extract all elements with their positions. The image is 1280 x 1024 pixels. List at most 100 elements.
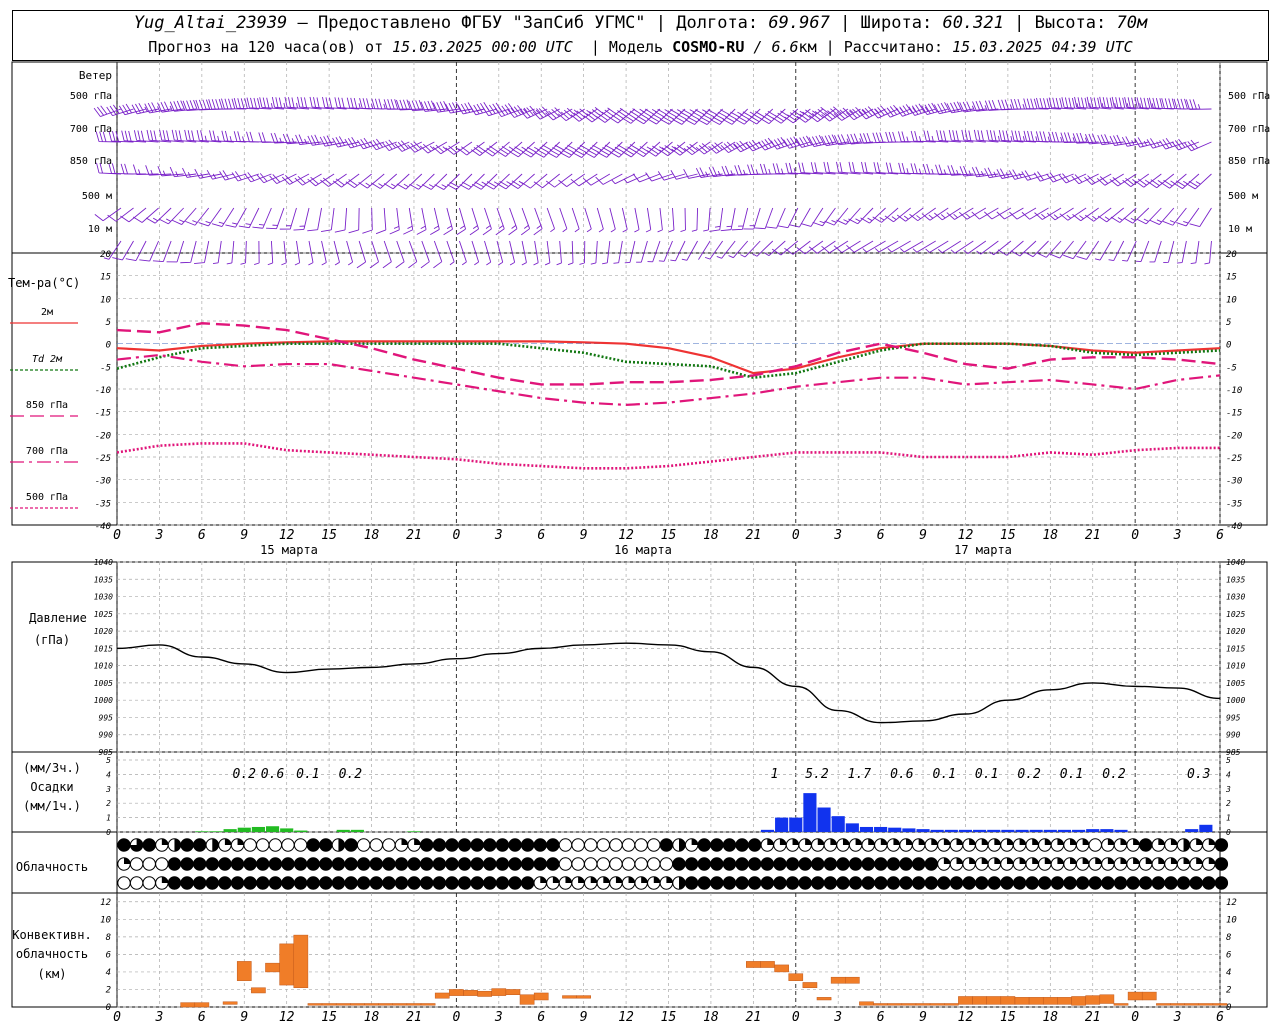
- wind-barb: [419, 141, 448, 154]
- wind-barb: [671, 141, 698, 156]
- conv-cloud-bar: [1099, 994, 1115, 1004]
- alt-label: Высота:: [1034, 13, 1107, 33]
- wind-barb: [1061, 97, 1087, 110]
- wind-barb: [1189, 207, 1212, 228]
- conv-cloud-bar: [1212, 1003, 1228, 1006]
- pressure-tick-label: 1015: [94, 644, 113, 653]
- wind-barb: [1010, 98, 1036, 110]
- wind-barb: [469, 207, 479, 236]
- cloud-overcast-icon: [192, 876, 207, 890]
- cloud-overcast-icon: [420, 876, 434, 890]
- cloud-overcast-icon: [1113, 876, 1128, 890]
- cloud-overcast-icon: [495, 857, 510, 871]
- wind-barb: [169, 100, 197, 112]
- panel-frame: [11, 892, 1268, 1008]
- conv-cloud-bar: [491, 988, 507, 996]
- wind-barb: [921, 102, 949, 115]
- time-tick-label: 3: [494, 1010, 503, 1024]
- wind-barb: [132, 164, 159, 175]
- conv-cloud-bar: [788, 973, 804, 981]
- legend-t700-label: 700 гПа: [26, 446, 68, 457]
- wind-barb: [910, 163, 936, 175]
- wind-barb: [1122, 240, 1137, 262]
- wind-barb: [258, 132, 284, 143]
- precip-bar: [916, 829, 930, 832]
- wind-barb: [1084, 173, 1112, 185]
- pressure-tick-label: 1020: [94, 627, 113, 636]
- wind-barb: [754, 207, 774, 230]
- wind-barb: [1033, 171, 1062, 182]
- wind-barb: [698, 240, 711, 260]
- wind-barb: [133, 130, 159, 143]
- wind-barb: [1146, 138, 1174, 149]
- wind-level-label: 10 м: [88, 224, 112, 235]
- wind-barb: [1094, 240, 1112, 261]
- wind-barb: [1034, 207, 1062, 220]
- cloud-partial-fill: [1196, 857, 1203, 864]
- cloud-overcast-icon: [432, 876, 447, 890]
- pressure-tick-label: 1000: [1226, 696, 1245, 705]
- cloud-overcast-icon: [230, 857, 245, 871]
- cloud-partial-fill: [956, 838, 963, 845]
- cloud-overcast-icon: [508, 876, 522, 890]
- time-tick-label: 18: [364, 528, 380, 543]
- cloud-partial-fill: [540, 876, 547, 883]
- cloud-overcast-icon: [180, 876, 194, 890]
- pressure-tick-label: 1025: [1226, 610, 1245, 619]
- wind-barb: [359, 98, 385, 110]
- wind-barb: [909, 207, 936, 222]
- pressure-tick-label: 1015: [1226, 644, 1245, 653]
- wind-barb: [496, 240, 504, 266]
- temp-tick-label: 10: [1226, 295, 1237, 305]
- precip-bar: [760, 829, 775, 832]
- time-tick-label: 9: [580, 1010, 588, 1024]
- precip-bar: [1001, 829, 1015, 832]
- wind-barb: [809, 106, 836, 123]
- legend-t2m-label: 2м: [41, 307, 53, 318]
- cloud-overcast-icon: [281, 857, 295, 871]
- wind-barb: [621, 207, 628, 233]
- wind-barb: [747, 164, 773, 175]
- wind-barb: [166, 240, 185, 263]
- wind-barb: [896, 207, 924, 222]
- cloud-overcast-icon: [747, 838, 762, 852]
- cloud-overcast-icon: [899, 876, 913, 890]
- wind-barb: [821, 240, 849, 254]
- precip-bar: [789, 817, 803, 832]
- wind-barb: [808, 240, 836, 254]
- precip-bar: [888, 827, 902, 832]
- cloud-overcast-icon: [319, 838, 333, 852]
- wind-barb: [226, 240, 235, 265]
- wind-barb: [1059, 207, 1087, 221]
- wind-barb: [1085, 133, 1112, 145]
- wind-barb: [545, 173, 573, 188]
- precip-3h-total: 0.2: [1102, 767, 1126, 782]
- cloud-overcast-icon: [268, 876, 283, 890]
- cloud-overcast-icon: [306, 876, 320, 890]
- cloud-overcast-icon: [445, 857, 459, 871]
- precip-tick-label: 1: [1226, 814, 1231, 823]
- precip-tick-label: 0: [1226, 828, 1231, 837]
- precip-bar: [874, 826, 888, 832]
- cloud-overcast-icon: [1214, 838, 1229, 852]
- header-forecast-row: Прогноз на 120 часа(ов) от 15.03.2025 00…: [12, 34, 1269, 61]
- wind-barb: [308, 240, 314, 266]
- time-tick-label: 3: [1173, 528, 1182, 543]
- time-tick-label: 6: [537, 528, 545, 543]
- wind-barb: [1058, 173, 1087, 184]
- conv-cloud-bar: [859, 1001, 874, 1006]
- cloud-overcast-icon: [256, 876, 270, 890]
- precip-unit-3h: (мм/3ч.): [23, 761, 81, 775]
- cloud-overcast-icon: [306, 857, 320, 871]
- cloud-overcast-icon: [470, 876, 484, 890]
- wind-barb: [307, 207, 322, 232]
- wind-barb: [533, 207, 543, 236]
- precip-bar: [350, 829, 364, 832]
- wind-barb: [1046, 172, 1074, 183]
- time-tick-label: 0: [113, 528, 121, 543]
- wind-barb: [252, 207, 272, 229]
- wind-barb: [785, 162, 811, 175]
- cloud-overcast-icon: [672, 857, 686, 871]
- wind-barb: [1072, 207, 1099, 222]
- time-tick-label: 0: [113, 1010, 121, 1024]
